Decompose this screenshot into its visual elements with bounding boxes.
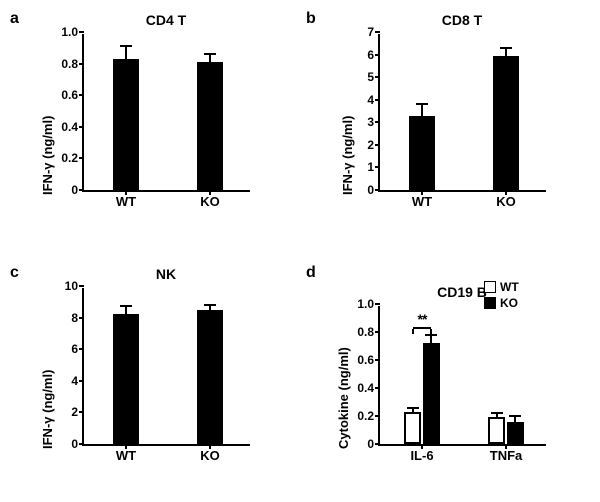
plot-area-d: 00.20.40.60.81.0IL-6TNFa** (378, 306, 546, 446)
ytick-mark (79, 31, 84, 33)
ytick-mark (375, 31, 380, 33)
bar (488, 417, 505, 444)
error-bar (125, 306, 127, 314)
ylabel: IFN-γ (ng/ml) (340, 116, 355, 195)
ytick-mark (79, 285, 84, 287)
error-bar (209, 54, 211, 62)
bar (493, 56, 518, 190)
bar (404, 412, 421, 444)
error-cap (204, 304, 216, 306)
panel-title-a: CD4 T (82, 12, 250, 28)
error-cap (491, 412, 503, 414)
significance-bracket-drop (412, 329, 414, 334)
error-cap (204, 53, 216, 55)
panel-label-a: a (10, 10, 19, 28)
ylabel: Cytokine (ng/ml) (336, 347, 351, 449)
legend-item: WT (484, 280, 519, 294)
ytick-mark (79, 380, 84, 382)
ytick-mark (79, 126, 84, 128)
xtick-label: KO (200, 190, 220, 209)
ytick-mark (375, 443, 380, 445)
xtick-label: KO (200, 444, 220, 463)
error-cap (120, 45, 132, 47)
panel-label-b: b (306, 10, 316, 28)
ytick-mark (79, 348, 84, 350)
ytick-mark (375, 303, 380, 305)
bar (197, 310, 222, 444)
xtick-mark (505, 444, 507, 449)
plot-area-b: 01234567WTKO (378, 34, 546, 192)
significance-label: ** (418, 311, 427, 327)
legend-label: KO (500, 296, 518, 310)
ytick-mark (79, 63, 84, 65)
xtick-label: KO (496, 190, 516, 209)
bar (423, 343, 440, 444)
error-bar (421, 104, 423, 115)
ytick-mark (375, 54, 380, 56)
legend-swatch (484, 297, 496, 309)
error-cap (500, 47, 512, 49)
error-cap (120, 305, 132, 307)
error-bar (125, 46, 127, 59)
ytick-mark (79, 443, 84, 445)
ytick-mark (375, 166, 380, 168)
error-cap (509, 415, 521, 417)
error-cap (407, 407, 419, 409)
xtick-mark (421, 444, 423, 449)
error-cap (416, 103, 428, 105)
bar (197, 62, 222, 190)
ytick-mark (375, 331, 380, 333)
plot-area-a: 00.20.40.60.81.0WTKO (82, 34, 250, 192)
panel-title-b: CD8 T (378, 12, 546, 28)
ytick-mark (375, 359, 380, 361)
legend-swatch (484, 281, 496, 293)
significance-bracket (413, 327, 431, 329)
plot-area-c: 0246810WTKO (82, 288, 250, 446)
error-bar (430, 335, 432, 343)
ytick-mark (79, 411, 84, 413)
legend: WT KO (484, 280, 519, 312)
bar (409, 116, 434, 190)
ytick-mark (375, 189, 380, 191)
panel-label-c: c (10, 264, 19, 282)
ytick-mark (375, 99, 380, 101)
ytick-mark (79, 317, 84, 319)
ylabel: IFN-γ (ng/ml) (40, 116, 55, 195)
ytick-mark (79, 157, 84, 159)
significance-bracket-drop (430, 329, 432, 334)
xtick-label: WT (412, 190, 432, 209)
panel-title-d: CD19 B (378, 284, 546, 300)
ytick-mark (375, 76, 380, 78)
legend-item: KO (484, 296, 519, 310)
ytick-mark (375, 121, 380, 123)
xtick-label: WT (116, 444, 136, 463)
ytick-mark (375, 415, 380, 417)
ytick-mark (79, 94, 84, 96)
ytick-mark (375, 387, 380, 389)
panel-label-d: d (306, 264, 316, 282)
xtick-label: WT (116, 190, 136, 209)
ytick-mark (79, 189, 84, 191)
bar (113, 314, 138, 444)
panel-title-c: NK (82, 266, 250, 282)
bar (113, 59, 138, 190)
error-bar (505, 48, 507, 56)
legend-label: WT (500, 280, 519, 294)
ylabel: IFN-γ (ng/ml) (40, 370, 55, 449)
bar (507, 422, 524, 444)
ytick-mark (375, 144, 380, 146)
